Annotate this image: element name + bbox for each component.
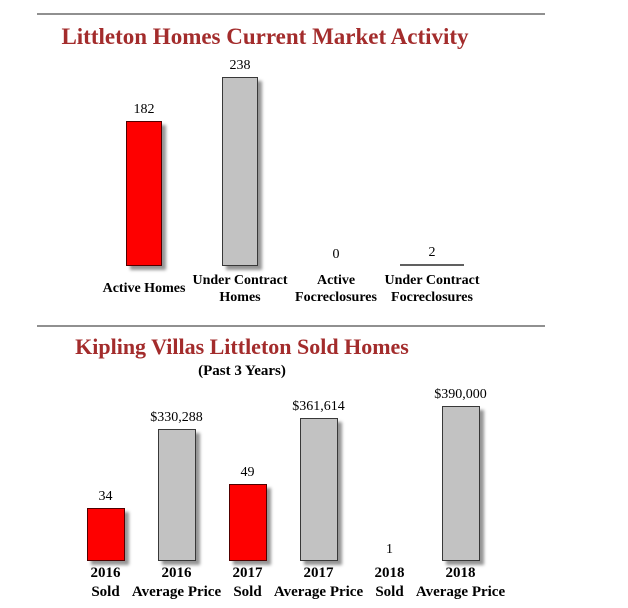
category-label-line: Average Price bbox=[131, 583, 222, 600]
bar-value-label: 182 bbox=[133, 102, 155, 118]
market-activity-plot-area: 182 238 0 2 bbox=[96, 54, 480, 267]
category-label-line: Focreclosures bbox=[391, 290, 473, 306]
bar-column: 238 bbox=[192, 54, 288, 267]
category-label-line: Homes bbox=[219, 290, 261, 306]
category-label: Under Contract Focreclosures bbox=[384, 269, 480, 309]
bar-column: $390,000 bbox=[425, 385, 496, 561]
bar-column: 1 bbox=[354, 385, 425, 561]
bar-column: 2 bbox=[384, 54, 480, 267]
gray-bar bbox=[157, 428, 196, 561]
category-label-line: Active bbox=[316, 272, 356, 288]
sold-homes-chart-title: Kipling Villas Littleton Sold Homes bbox=[75, 334, 409, 360]
category-label: 2017 Sold bbox=[212, 563, 283, 603]
bar-value-label: 238 bbox=[229, 58, 251, 74]
bar-value-label: 34 bbox=[98, 488, 113, 504]
category-label: 2016 Sold bbox=[70, 563, 141, 603]
category-label: Active Focreclosures bbox=[288, 269, 384, 309]
bar-value-label: 49 bbox=[240, 464, 255, 480]
bar-column: $330,288 bbox=[141, 385, 212, 561]
bar-column: 0 bbox=[288, 54, 384, 266]
bar-value-label: 2 bbox=[428, 245, 436, 261]
bar-value-label: 1 bbox=[386, 541, 393, 557]
bar-column: 34 bbox=[70, 385, 141, 561]
category-label: 2016 Average Price bbox=[132, 563, 221, 603]
category-label-line: Average Price bbox=[415, 583, 506, 600]
bar-column: 49 bbox=[212, 385, 283, 561]
bar-value-label: $390,000 bbox=[434, 386, 487, 402]
sold-homes-plot-area: 34 $330,288 49 $361,614 1 $390,000 bbox=[70, 385, 496, 561]
category-label-line: Under Contract bbox=[192, 272, 288, 288]
bar-value-label: $330,288 bbox=[150, 409, 203, 425]
gray-bar bbox=[299, 417, 338, 561]
top-divider bbox=[37, 13, 545, 15]
category-label-line: 2017 bbox=[303, 564, 334, 581]
category-label-line: Focreclosures bbox=[295, 290, 377, 306]
bar-value-label: $361,614 bbox=[292, 398, 345, 414]
gray-bar bbox=[441, 405, 480, 561]
category-label-line: Sold bbox=[91, 583, 120, 600]
category-label: 2018 Average Price bbox=[416, 563, 505, 603]
category-label-line: Active Homes bbox=[102, 281, 186, 297]
category-label-line: 2018 bbox=[445, 564, 476, 581]
category-label-line: 2016 bbox=[90, 564, 121, 581]
category-label-line: Sold bbox=[375, 583, 404, 600]
category-label-line: Sold bbox=[233, 583, 262, 600]
category-label-line: 2017 bbox=[232, 564, 263, 581]
market-activity-chart-title: Littleton Homes Current Market Activity bbox=[61, 24, 469, 49]
category-label-line: 2016 bbox=[161, 564, 192, 581]
category-label-line: 2018 bbox=[374, 564, 405, 581]
category-label: Under Contract Homes bbox=[192, 269, 288, 309]
red-bar bbox=[86, 507, 125, 561]
category-label: 2018 Sold bbox=[354, 563, 425, 603]
sold-homes-category-axis: 2016 Sold 2016 Average Price 2017 Sold 2017 Ave… bbox=[70, 563, 506, 603]
market-activity-category-axis: Active Homes Under Contract Homes Active Foc… bbox=[96, 269, 480, 309]
red-bar bbox=[228, 483, 267, 561]
gray-bar bbox=[400, 264, 464, 267]
market-activity-chart: Littleton Homes Current Market Activity … bbox=[0, 24, 628, 309]
category-label: 2017 Average Price bbox=[274, 563, 363, 603]
sold-homes-chart: Kipling Villas Littleton Sold Homes (Pas… bbox=[0, 334, 628, 602]
category-label: Active Homes bbox=[96, 269, 192, 309]
bar-column: 182 bbox=[96, 54, 192, 267]
gray-bar bbox=[222, 77, 258, 267]
red-bar bbox=[126, 121, 162, 267]
category-label-line: Under Contract bbox=[384, 272, 480, 288]
bar-value-label: 0 bbox=[332, 247, 340, 263]
section-divider bbox=[37, 325, 545, 328]
sold-homes-chart-subtitle: (Past 3 Years) bbox=[198, 362, 286, 379]
category-label-line: Average Price bbox=[273, 583, 364, 600]
bar-column: $361,614 bbox=[283, 385, 354, 561]
